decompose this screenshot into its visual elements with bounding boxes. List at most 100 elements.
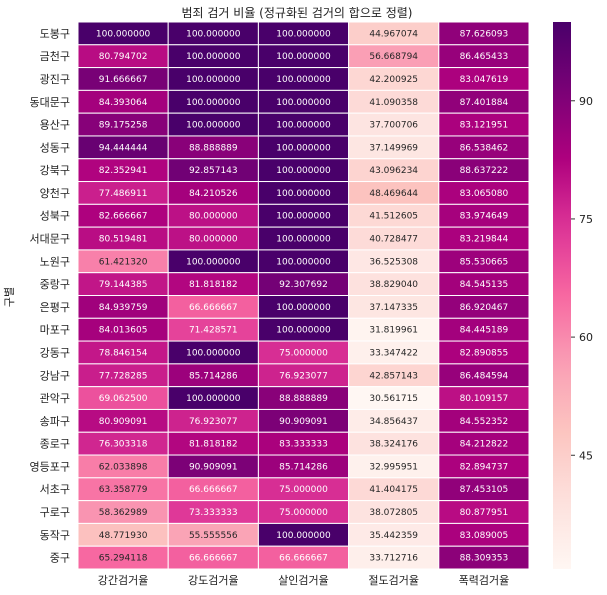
cell-value-label: 84.393064 (99, 98, 148, 108)
cell-value-label: 75.000000 (279, 348, 328, 358)
cell-value-label: 37.700706 (369, 121, 418, 131)
row-tick-label: 송파구 (40, 415, 70, 428)
cell-value-label: 100.000000 (276, 303, 331, 313)
cell-value-label: 80.909091 (99, 417, 148, 427)
cell-value-label: 84.939759 (99, 303, 148, 313)
cell-value-label: 100.000000 (276, 235, 331, 245)
cell-value-label: 88.888889 (279, 394, 328, 404)
y-axis-label: 구별 (3, 287, 16, 307)
cell-value-label: 100.000000 (186, 29, 241, 39)
cell-value-label: 84.545135 (460, 280, 509, 290)
cell-value-label: 82.894737 (460, 462, 509, 472)
cell-value-label: 88.637222 (460, 166, 509, 176)
cell-value-label: 61.421320 (99, 257, 148, 267)
row-tick-label: 영등포구 (30, 460, 70, 473)
column-tick-label: 강간검거율 (98, 574, 149, 587)
cell-value-label: 40.728477 (369, 235, 418, 245)
cell-value-label: 82.352941 (99, 166, 148, 176)
cell-value-label: 100.000000 (96, 29, 151, 39)
cell-value-label: 86.465433 (460, 52, 509, 62)
cell-value-label: 78.846154 (99, 348, 148, 358)
cell-value-label: 100.000000 (186, 75, 241, 85)
cell-value-label: 32.995951 (369, 462, 418, 472)
cell-value-label: 36.525308 (369, 257, 418, 267)
cell-value-label: 63.358779 (99, 485, 148, 495)
cell-value-label: 80.519481 (99, 235, 148, 245)
cell-value-label: 56.668794 (369, 52, 418, 62)
row-tick-label: 서초구 (40, 483, 70, 496)
cell-value-label: 66.666667 (189, 485, 238, 495)
cell-value-label: 71.428571 (189, 326, 238, 336)
row-tick-label: 강북구 (40, 164, 70, 177)
cell-value-label: 100.000000 (276, 98, 331, 108)
cell-value-label: 91.666667 (99, 75, 148, 85)
cell-value-label: 100.000000 (276, 326, 331, 336)
cell-value-label: 76.923077 (279, 371, 328, 381)
cell-value-label: 83.047619 (460, 75, 509, 85)
cell-value-label: 31.819961 (369, 326, 418, 336)
cell-value-label: 87.453105 (460, 485, 509, 495)
cell-value-label: 73.333333 (189, 508, 238, 518)
cell-value-label: 81.818182 (189, 440, 238, 450)
cell-value-label: 84.212822 (460, 440, 509, 450)
cell-value-label: 80.877951 (460, 508, 509, 518)
cell-value-label: 89.175258 (99, 121, 148, 131)
row-tick-label: 성북구 (40, 210, 70, 223)
colorbar-gradient (553, 22, 571, 569)
cell-value-label: 76.923077 (189, 417, 238, 427)
row-tick-label: 관악구 (40, 392, 70, 405)
cell-value-label: 75.000000 (279, 485, 328, 495)
cell-value-label: 75.000000 (279, 508, 328, 518)
cell-value-label: 41.404175 (369, 485, 418, 495)
cell-value-label: 66.666667 (189, 554, 238, 564)
cell-value-label: 100.000000 (186, 394, 241, 404)
cell-value-label: 41.512605 (369, 212, 418, 222)
cell-value-label: 83.121951 (460, 121, 509, 131)
cell-value-label: 76.303318 (99, 440, 148, 450)
cell-value-label: 100.000000 (276, 143, 331, 153)
row-tick-label: 도봉구 (40, 27, 70, 40)
cell-value-label: 77.728285 (99, 371, 148, 381)
cell-value-label: 33.712716 (369, 554, 418, 564)
cell-value-label: 83.089005 (460, 531, 509, 541)
cell-value-label: 48.771930 (99, 531, 148, 541)
row-tick-label: 동작구 (40, 529, 70, 542)
column-tick-label: 강도검거율 (188, 574, 239, 587)
cell-value-label: 80.794702 (99, 52, 148, 62)
cell-value-label: 87.626093 (460, 29, 509, 39)
cell-value-label: 100.000000 (276, 257, 331, 267)
cell-value-label: 84.552352 (460, 417, 509, 427)
heatmap-cells: 100.000000 100.000000 100.000000 44.967074 8… (77, 21, 530, 570)
cell-value-label: 83.333333 (279, 440, 328, 450)
cell-value-label: 83.219844 (460, 235, 509, 245)
cell-value-label: 90.909091 (279, 417, 328, 427)
column-tick-label: 폭력검거율 (459, 574, 510, 587)
cell-value-label: 86.484594 (460, 371, 509, 381)
heatmap-cell (438, 545, 530, 570)
cell-value-label: 42.200925 (369, 75, 418, 85)
cell-value-label: 86.920467 (460, 303, 509, 313)
row-tick-label: 종로구 (40, 438, 70, 451)
cell-value-label: 92.857143 (189, 166, 238, 176)
cell-value-label: 43.096234 (369, 166, 418, 176)
cell-value-label: 37.149969 (369, 143, 418, 153)
cell-value-label: 85.714286 (279, 462, 328, 472)
cell-value-label: 41.090358 (369, 98, 418, 108)
cell-value-label: 100.000000 (186, 121, 241, 131)
cell-value-label: 80.000000 (189, 212, 238, 222)
cell-value-label: 82.890855 (460, 348, 509, 358)
cell-value-label: 100.000000 (276, 52, 331, 62)
cell-value-label: 100.000000 (276, 189, 331, 199)
cell-value-label: 94.444444 (99, 143, 148, 153)
cell-value-label: 100.000000 (276, 166, 331, 176)
colorbar-tick-label: 75 (579, 213, 593, 226)
cell-value-label: 85.530665 (460, 257, 509, 267)
cell-value-label: 38.324176 (369, 440, 418, 450)
chart-title: 범죄 검거 비율 (정규화된 검거의 합으로 정렬) (182, 6, 413, 20)
row-tick-label: 구로구 (40, 506, 70, 519)
cell-value-label: 48.469644 (369, 189, 418, 199)
row-tick-label: 금천구 (40, 49, 70, 63)
row-tick-labels: 도봉구금천구광진구동대문구용산구성동구강북구양천구성북구서대문구노원구중랑구은평… (30, 27, 70, 564)
row-tick-label: 강남구 (40, 369, 70, 382)
